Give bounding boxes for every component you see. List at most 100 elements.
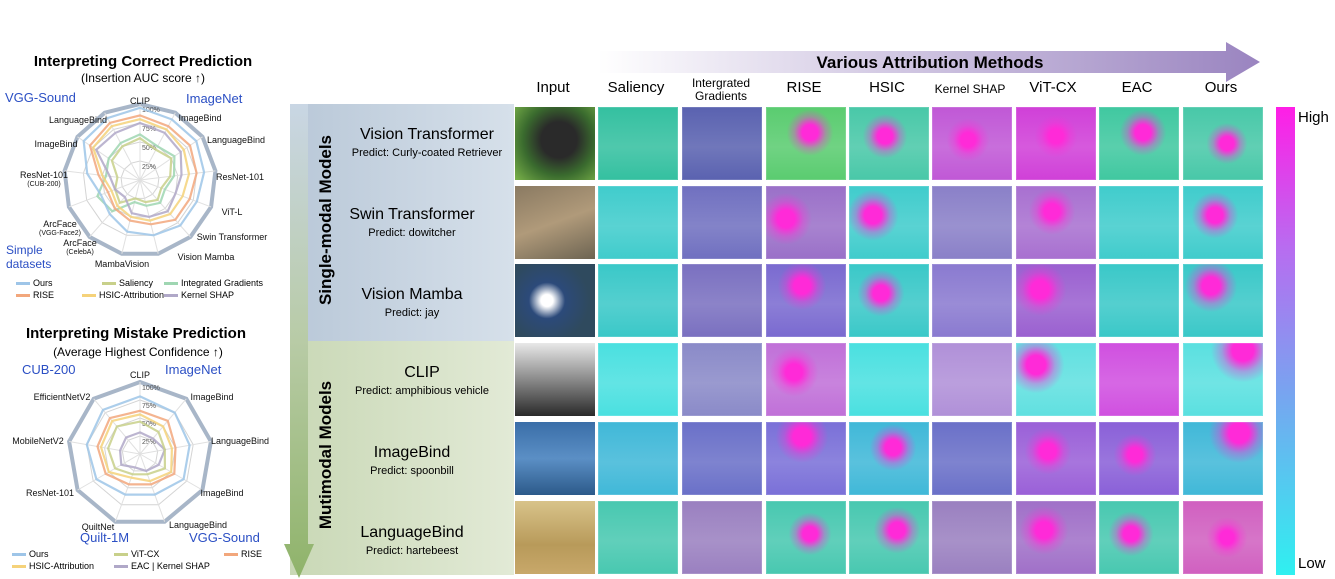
radar-axis-sublabel: (CUB-200) bbox=[27, 181, 60, 188]
row-model: Vision Mamba bbox=[361, 286, 463, 303]
legend-item: Kernel SHAP bbox=[164, 290, 234, 300]
legend-label: Kernel SHAP bbox=[181, 290, 235, 300]
radar-axis-label: EfficientNetV2 bbox=[34, 392, 91, 402]
attribution-map bbox=[766, 264, 846, 337]
radar-axis-label: LanguageBind bbox=[169, 520, 227, 530]
multimodal-group bbox=[290, 341, 514, 575]
legend-label: HSIC-Attribution bbox=[29, 561, 95, 571]
radar-axis-label: ViT-L bbox=[222, 207, 243, 217]
radar-series bbox=[94, 121, 183, 219]
correct-prediction-legend: Ours Saliency Integrated Gradients RISE … bbox=[16, 278, 306, 304]
attribution-map bbox=[1099, 422, 1179, 495]
radar-axis-label: Swin Transformer bbox=[197, 232, 268, 242]
input-image bbox=[515, 107, 595, 180]
attribution-map bbox=[849, 107, 929, 180]
radar-series bbox=[85, 395, 191, 496]
legend-label: Ours bbox=[29, 549, 49, 559]
radar-spoke bbox=[114, 453, 141, 522]
attribution-map bbox=[682, 186, 762, 259]
radar-axis-label: ResNet-101 bbox=[26, 488, 74, 498]
radar-series bbox=[82, 106, 206, 237]
dataset-label-imagenet: ImageNet bbox=[186, 91, 243, 106]
row-label-clip: CLIP Predict: amphibious vehicle bbox=[327, 364, 517, 397]
radar-axis-label: ImageBind bbox=[34, 139, 77, 149]
radar-spoke bbox=[139, 170, 216, 181]
legend-swatch bbox=[82, 294, 96, 298]
row-model: Swin Transformer bbox=[349, 206, 475, 223]
radar-axis-label: ResNet-101 bbox=[216, 172, 264, 182]
mistake-prediction-title: Interpreting Mistake Prediction bbox=[25, 325, 247, 342]
radar-ring bbox=[120, 160, 160, 199]
radar-ring bbox=[121, 435, 159, 472]
input-image bbox=[515, 343, 595, 416]
attribution-map bbox=[766, 107, 846, 180]
attribution-map bbox=[932, 343, 1012, 416]
attribution-map bbox=[1183, 501, 1263, 574]
column-header-hsic: HSIC bbox=[869, 79, 905, 96]
legend-swatch bbox=[224, 553, 238, 557]
radar-tick-label: 75% bbox=[142, 403, 156, 410]
attribution-map bbox=[1099, 343, 1179, 416]
column-header-vit-cx: ViT-CX bbox=[1029, 79, 1077, 96]
row-model: ImageBind bbox=[373, 444, 451, 461]
radar-axis-label: LanguageBind bbox=[211, 436, 269, 446]
row-model: Vision Transformer bbox=[360, 126, 494, 143]
attribution-map bbox=[682, 343, 762, 416]
row-label-languagebind: LanguageBind Predict: hartebeest bbox=[327, 524, 497, 557]
radar-ring bbox=[86, 399, 194, 506]
dataset-label-simple: Simple datasets bbox=[6, 243, 52, 271]
correct-prediction-subtitle: (Insertion AUC score ↑) bbox=[80, 71, 206, 85]
attribution-map bbox=[1099, 264, 1179, 337]
legend-swatch bbox=[114, 553, 128, 557]
radar-tick-label: 25% bbox=[142, 164, 156, 171]
colorbar-low-label: Low bbox=[1298, 555, 1326, 572]
row-label-imagebind: ImageBind Predict: spoonbill bbox=[327, 444, 497, 477]
attribution-map bbox=[598, 501, 678, 574]
legend-item: Integrated Gradients bbox=[164, 278, 263, 288]
row-label-swin-transformer: Swin Transformer Predict: dowitcher bbox=[327, 206, 497, 239]
row-model: LanguageBind bbox=[360, 524, 464, 541]
radar-axis-label: ArcFace bbox=[63, 238, 97, 248]
attribution-map bbox=[1183, 264, 1263, 337]
attribution-map bbox=[1099, 501, 1179, 574]
attribution-map bbox=[598, 422, 678, 495]
attribution-map bbox=[849, 186, 929, 259]
attribution-map bbox=[1183, 343, 1263, 416]
attribution-map bbox=[766, 186, 846, 259]
legend-label: HSIC-Attribution bbox=[99, 290, 165, 300]
radar-axis-sublabel: (CelebA) bbox=[66, 249, 94, 256]
column-header-input: Input bbox=[536, 79, 570, 96]
legend-swatch bbox=[12, 553, 26, 557]
attribution-map bbox=[932, 501, 1012, 574]
legend-label: Ours bbox=[33, 278, 53, 288]
attribution-map bbox=[1099, 107, 1179, 180]
legend-item: HSIC-Attribution bbox=[82, 290, 164, 300]
radar-axis-label: ImageBind bbox=[190, 392, 233, 402]
attribution-map bbox=[1183, 107, 1263, 180]
radar-axis-label: CLIP bbox=[130, 96, 150, 106]
legend-label: Saliency bbox=[119, 278, 154, 288]
row-predict: Predict: jay bbox=[384, 307, 440, 319]
radar-series bbox=[99, 413, 174, 483]
attribution-map bbox=[932, 422, 1012, 495]
legend-swatch bbox=[16, 294, 30, 298]
attribution-map bbox=[849, 422, 929, 495]
legend-swatch bbox=[114, 565, 128, 569]
radar-series bbox=[118, 431, 167, 473]
radar-tick-label: 50% bbox=[142, 145, 156, 152]
group-down-arrow bbox=[284, 104, 314, 578]
correct-prediction-radar: 25% 50% 75% 100%CLIP ImageBind LanguageBind Re… bbox=[20, 96, 268, 269]
row-label-vision-transformer: Vision Transformer Predict: Curly-coated … bbox=[327, 126, 527, 159]
radar-axis-label: ImageBind bbox=[200, 488, 243, 498]
column-header-integrated-gradients: Intergrated Gradients bbox=[691, 76, 751, 103]
legend-label: RISE bbox=[241, 549, 263, 559]
radar-axis-label: ImageBind bbox=[178, 113, 221, 123]
mistake-prediction-subtitle: (Average Highest Confidence ↑) bbox=[53, 345, 223, 359]
attribution-map bbox=[1183, 422, 1263, 495]
legend-item: Ours bbox=[16, 278, 53, 288]
dataset-label-vggsound-2: VGG-Sound bbox=[189, 530, 260, 545]
colorbar bbox=[1276, 107, 1295, 575]
row-predict: Predict: dowitcher bbox=[368, 227, 456, 239]
attribution-map bbox=[1016, 264, 1096, 337]
